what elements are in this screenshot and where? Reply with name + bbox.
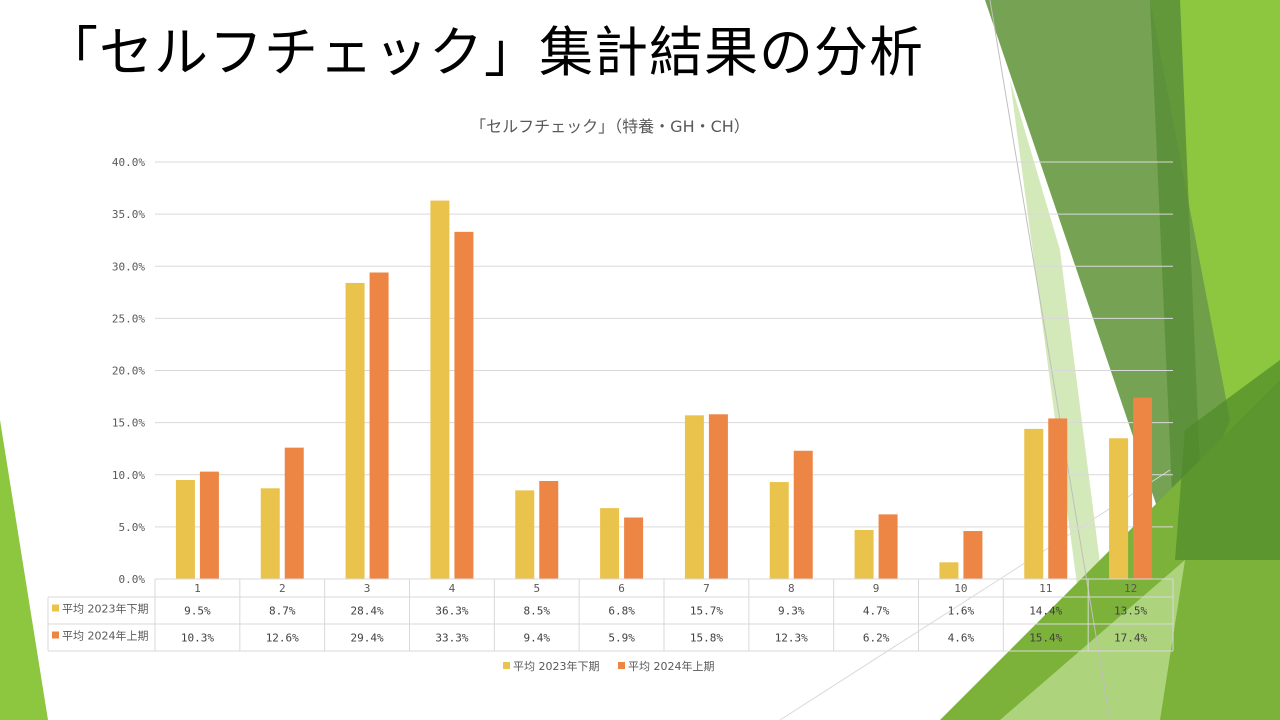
x-category-label: 6 [618, 582, 625, 595]
y-tick-label: 25.0% [112, 312, 145, 325]
table-cell-value: 15.4% [1029, 632, 1062, 645]
x-category-label: 2 [279, 582, 286, 595]
bar-series-2 [708, 414, 728, 579]
table-legend-key [52, 631, 59, 639]
bar-series-1 [1024, 428, 1044, 579]
table-series-name: 平均 2023年下期 [62, 602, 149, 616]
y-tick-label: 35.0% [112, 208, 145, 221]
bar-series-1 [175, 479, 195, 579]
legend-key [618, 662, 625, 669]
table-cell-value: 4.6% [948, 632, 975, 645]
table-cell-value: 8.7% [269, 605, 296, 618]
table-cell-value: 6.2% [863, 632, 890, 645]
bar-series-1 [1109, 438, 1129, 579]
table-series-name: 平均 2024年上期 [62, 629, 149, 643]
table-cell-value: 33.3% [435, 632, 468, 645]
x-category-label: 8 [788, 582, 795, 595]
x-category-label: 10 [954, 582, 967, 595]
table-cell-value: 12.3% [775, 632, 808, 645]
x-category-label: 1 [194, 582, 201, 595]
table-cell-value: 29.4% [351, 632, 384, 645]
y-tick-label: 30.0% [112, 260, 145, 273]
bar-series-2 [624, 517, 644, 579]
bar-series-1 [515, 490, 535, 579]
right-pale-green-facet [1010, 80, 1120, 720]
table-cell-value: 15.8% [690, 632, 723, 645]
y-tick-label: 20.0% [112, 365, 145, 378]
x-category-label: 7 [703, 582, 710, 595]
table-cell-value: 17.4% [1114, 632, 1147, 645]
y-tick-label: 0.0% [119, 573, 146, 586]
bar-series-2 [878, 514, 898, 579]
table-cell-value: 6.8% [608, 605, 635, 618]
table-cell-value: 13.5% [1114, 605, 1147, 618]
right-mid-green-strip [1150, 0, 1200, 560]
legend: 平均 2023年下期 平均 2024年上期 [503, 659, 715, 673]
bar-series-2 [199, 471, 219, 579]
y-tick-label: 10.0% [112, 469, 145, 482]
table-cell-value: 9.4% [524, 632, 551, 645]
bar-series-1 [345, 282, 365, 579]
table-cell-value: 14.4% [1029, 605, 1062, 618]
table-cell-value: 28.4% [351, 605, 384, 618]
bar-series-2 [284, 447, 304, 579]
bar-series-2 [793, 450, 813, 579]
left-green-sliver [0, 420, 48, 720]
gridlines [155, 161, 1173, 580]
x-category-label: 11 [1039, 582, 1052, 595]
bar-series-1 [260, 488, 280, 579]
table-cell-value: 1.6% [948, 605, 975, 618]
y-tick-label: 40.0% [112, 156, 145, 169]
x-category-label: 12 [1124, 582, 1137, 595]
bar-series-2 [1048, 418, 1068, 579]
bar-series-2 [963, 531, 983, 579]
decor-hairline [989, 0, 1111, 720]
bar-series-1 [600, 508, 620, 579]
bar-series-2 [369, 272, 389, 579]
bars [175, 200, 1153, 579]
y-axis-ticks: 0.0% 5.0% 10.0% 15.0% 20.0% 25.0% 30.0% 35.0% 40… [112, 156, 145, 586]
bar-series-2 [539, 481, 559, 579]
bar-series-1 [769, 482, 789, 579]
table-cell-value: 4.7% [863, 605, 890, 618]
table-cell-value: 9.3% [778, 605, 805, 618]
bar-series-1 [939, 562, 959, 579]
table-cell-value: 10.3% [181, 632, 214, 645]
table-cell-value: 5.9% [608, 632, 635, 645]
bar-series-2 [454, 231, 474, 579]
x-category-label: 4 [449, 582, 456, 595]
x-category-label: 3 [364, 582, 371, 595]
chart-title: 「セルフチェック」（特養・GH・CH） [470, 117, 750, 136]
slide-title: 「セルフチェック」集計結果の分析 [44, 21, 924, 84]
bottom-deep-green-facet [1175, 360, 1280, 560]
legend-label: 平均 2024年上期 [628, 659, 715, 673]
decor-hairline [779, 469, 1171, 720]
table-legend-key [52, 604, 59, 612]
y-tick-label: 5.0% [119, 521, 146, 534]
bar-series-2 [1133, 397, 1153, 579]
bar-series-1 [684, 415, 704, 579]
legend-key [503, 662, 510, 669]
bar-series-1 [430, 200, 450, 579]
table-cell-value: 9.5% [184, 605, 211, 618]
bottom-pale-green-facet [1000, 560, 1185, 720]
x-category-label: 5 [533, 582, 540, 595]
x-category-label: 9 [873, 582, 880, 595]
legend-label: 平均 2023年下期 [513, 659, 600, 673]
table-cell-value: 12.6% [266, 632, 299, 645]
table-cell-value: 15.7% [690, 605, 723, 618]
y-tick-label: 15.0% [112, 417, 145, 430]
table-cell-value: 36.3% [435, 605, 468, 618]
table-cell-value: 8.5% [524, 605, 551, 618]
bar-series-1 [854, 530, 874, 579]
